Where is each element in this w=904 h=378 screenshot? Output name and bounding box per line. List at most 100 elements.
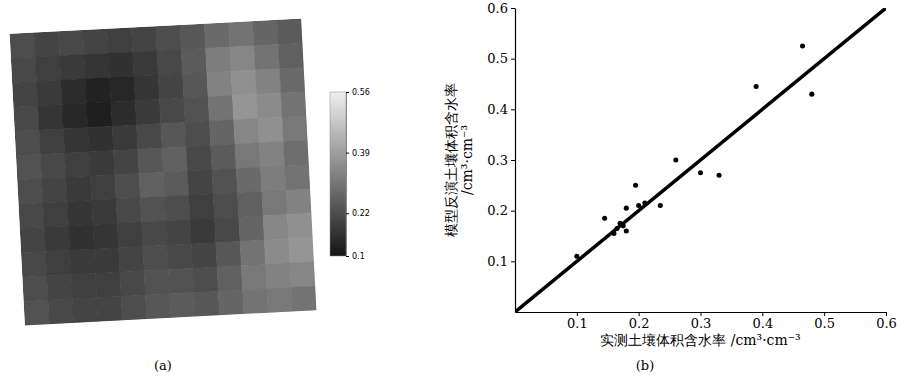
heatmap-cell	[11, 57, 37, 83]
heatmap-cell	[136, 123, 162, 149]
heatmap-cell	[65, 151, 91, 177]
heatmap-cell	[82, 29, 108, 55]
y-tick: 0.6	[487, 1, 515, 16]
heatmap-cell	[209, 120, 235, 146]
scatter-point	[611, 231, 616, 236]
heatmap-cell	[155, 25, 181, 51]
heatmap-cell	[96, 296, 122, 322]
colorbar-tick-label: 0.39	[352, 149, 370, 158]
heatmap-cell	[131, 26, 157, 52]
heatmap-cell	[66, 176, 92, 202]
x-tick-label: 0.3	[691, 316, 712, 331]
heatmap-cell	[279, 67, 305, 93]
heatmap-cell	[143, 245, 169, 271]
heatmap-panel	[10, 19, 317, 326]
y-tick-label: 0.3	[487, 153, 508, 168]
heatmap-cell	[286, 189, 312, 215]
colorbar-axis-line	[347, 93, 350, 257]
heatmap-cell	[61, 79, 87, 105]
scatter-point	[636, 203, 641, 208]
heatmap-cell	[22, 276, 48, 302]
heatmap-cell	[58, 30, 84, 56]
scatter-point	[602, 216, 607, 221]
colorbar-tick-label: 0.56	[352, 88, 370, 97]
heatmap-cell	[256, 93, 282, 119]
heatmap-cell	[114, 173, 140, 199]
heatmap-cell	[10, 33, 36, 59]
heatmap-cell	[18, 203, 44, 229]
heatmap-cell	[207, 71, 233, 97]
heatmap-cell	[158, 74, 184, 100]
heatmap-cell	[159, 98, 185, 124]
heatmap-cell	[260, 166, 286, 192]
colorbar-tick-label: 0.22	[352, 209, 370, 218]
heatmap-cell	[208, 95, 234, 121]
heatmap-cell	[169, 292, 195, 318]
scatter-point	[754, 84, 759, 89]
heatmap-cell	[35, 56, 61, 82]
x-axis-title: 实测土壤体积含水率 /cm³·cm⁻³	[600, 332, 800, 348]
heatmap-cell	[71, 273, 97, 299]
heatmap-cell	[241, 264, 267, 290]
heatmap-cell	[13, 105, 39, 131]
y-tick: 0.3	[487, 153, 515, 168]
heatmap-cell	[59, 54, 85, 80]
heatmap-cell	[190, 218, 216, 244]
y-tick-label: 0.5	[487, 51, 508, 66]
x-tick-label: 0.2	[629, 316, 650, 331]
y-tick-label: 0.1	[487, 254, 508, 269]
heatmap-cell	[264, 239, 290, 265]
y-tick-mark	[511, 261, 515, 262]
heatmap-cell	[95, 272, 121, 298]
colorbar-tick-mark	[346, 153, 349, 154]
heatmap-cell	[90, 175, 116, 201]
y-tick-mark	[511, 8, 515, 9]
heatmap-cell	[40, 153, 66, 179]
heatmap-cell	[263, 214, 289, 240]
y-tick: 0.5	[487, 51, 515, 66]
heatmap-cell	[141, 221, 167, 247]
heatmap-cell	[157, 49, 183, 75]
heatmap-cell	[85, 77, 111, 103]
y-tick-mark	[511, 211, 515, 212]
x-tick: 0.6	[876, 312, 897, 331]
heatmap-cell	[218, 290, 244, 316]
scatter-point	[624, 206, 629, 211]
scatter-point	[658, 203, 663, 208]
heatmap-cell	[119, 270, 145, 296]
heatmap-cell	[112, 125, 138, 151]
heatmap-cell	[162, 146, 188, 172]
heatmap-cell	[68, 224, 94, 250]
heatmap-cell	[42, 177, 68, 203]
heatmap-cell	[43, 201, 69, 227]
panel-label: (a)	[154, 358, 172, 373]
heatmap-cell	[113, 149, 139, 175]
colorbar-tick-label: 0.1	[352, 252, 365, 261]
heatmap-cell	[240, 240, 266, 266]
heatmap-cell	[118, 246, 144, 272]
heatmap-cell	[17, 178, 43, 204]
heatmap-cell	[191, 242, 217, 268]
colorbar-axis: 0.1 0.22 0.39 0.56	[346, 88, 370, 261]
heatmap-cell	[210, 144, 236, 170]
heatmap-cell	[215, 241, 241, 267]
heatmap-cell	[48, 299, 74, 325]
colorbar: 0.1 0.22 0.39 0.56	[330, 88, 370, 261]
heatmap-cell	[185, 121, 211, 147]
y-axis-title: /cm³·cm⁻³	[459, 125, 475, 195]
heatmap-cell	[39, 128, 65, 154]
heatmap-cell	[67, 200, 93, 226]
heatmap-cell	[217, 265, 243, 291]
y-axis-line	[515, 9, 516, 313]
heatmap-cell	[258, 117, 284, 143]
x-tick-label: 0.5	[814, 316, 835, 331]
scatter-point	[642, 201, 647, 206]
colorbar-tick-mark	[346, 213, 349, 214]
heatmap-cell	[290, 262, 316, 288]
x-tick-label: 0.6	[876, 316, 897, 331]
heatmap-cell	[242, 288, 268, 314]
heatmap-cells	[10, 19, 317, 326]
heatmap-cell	[160, 122, 186, 148]
colorbar-tick: 0.1	[346, 252, 365, 261]
heatmap-cell	[111, 100, 137, 126]
